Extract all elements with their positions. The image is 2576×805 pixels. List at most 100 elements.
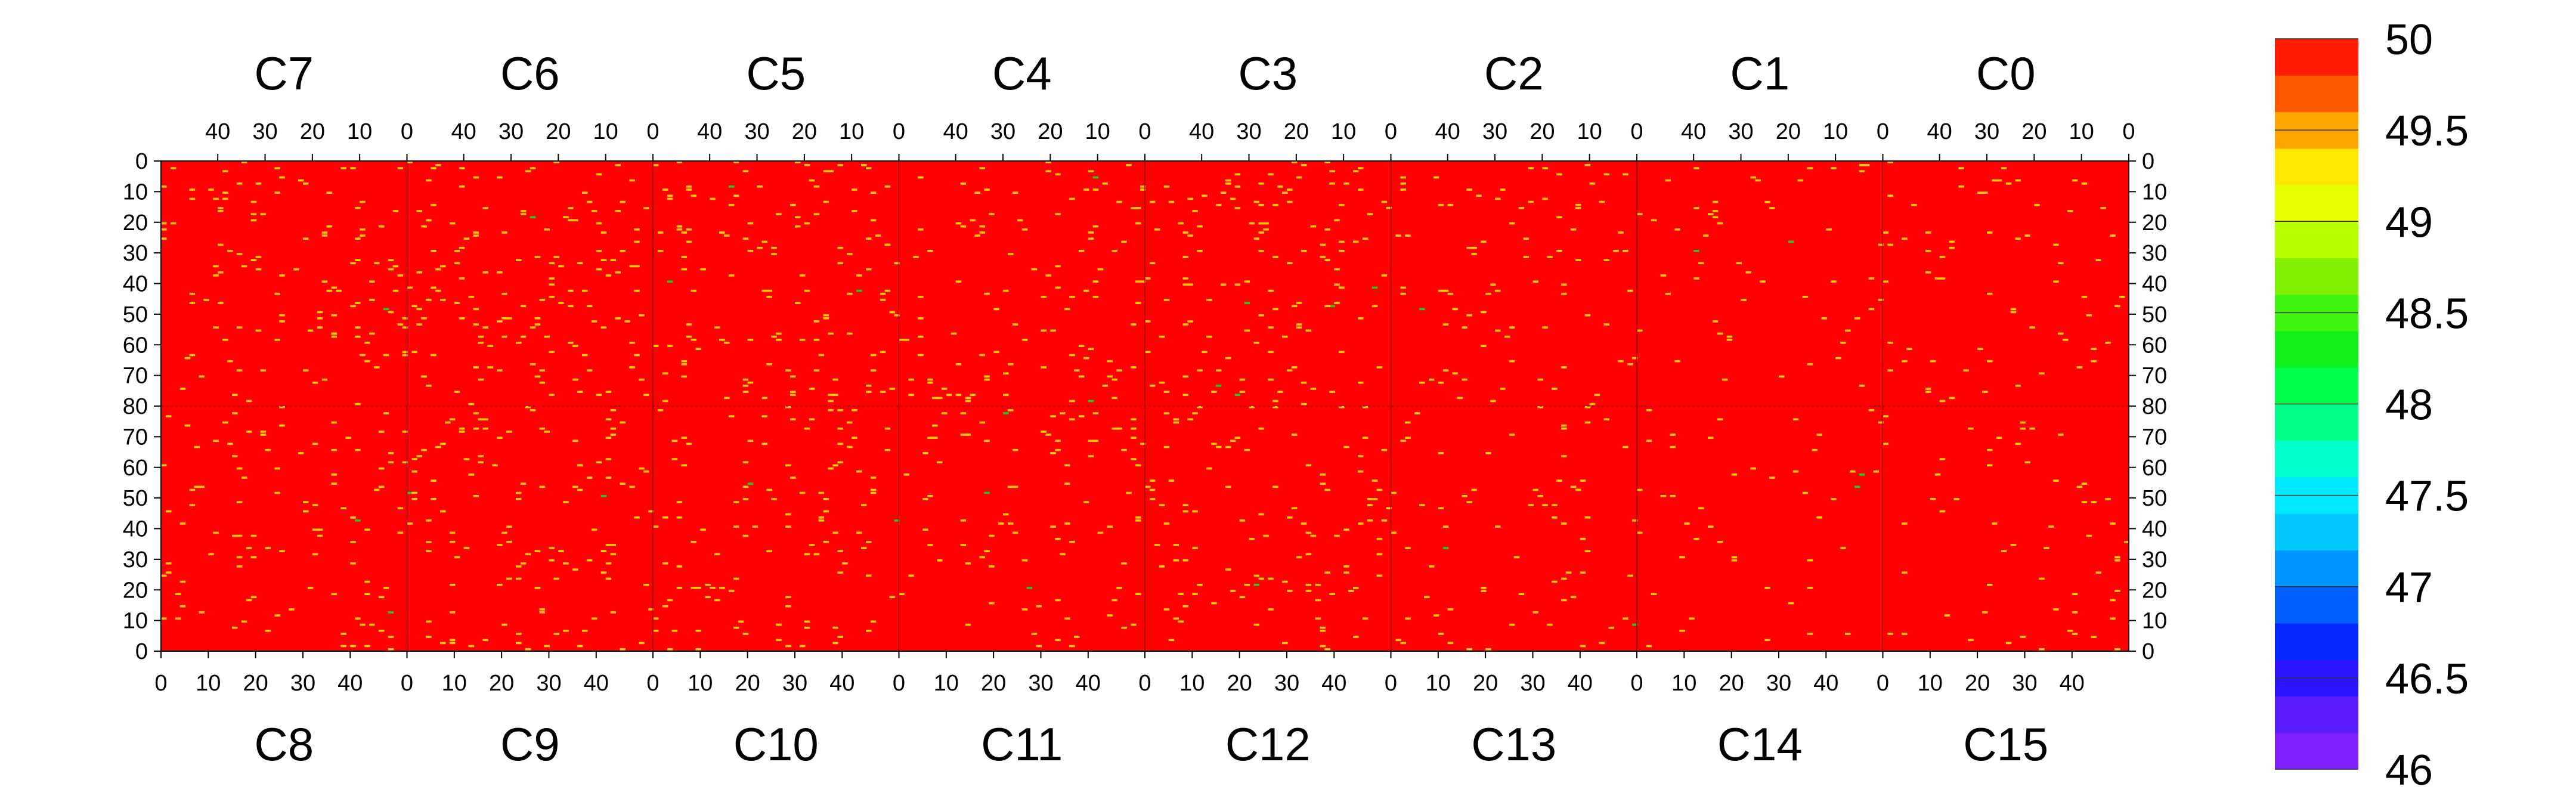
heatmap-cell	[1580, 645, 1586, 648]
heatmap-cell	[591, 210, 597, 212]
heatmap-cell	[482, 418, 488, 421]
heatmap-cell	[757, 246, 763, 249]
heatmap-cell	[620, 421, 626, 424]
heatmap-cell	[440, 442, 446, 445]
heatmap-cell	[1074, 369, 1080, 371]
bottom-channel-label: C12	[1225, 718, 1311, 770]
heatmap-cell	[222, 197, 228, 200]
heatmap-cell	[1116, 200, 1122, 203]
heatmap-cell	[1320, 630, 1326, 632]
y-tick-label-right: 40	[2142, 517, 2167, 542]
heatmap-cell	[686, 228, 692, 231]
heatmap-cell	[667, 345, 673, 347]
heatmap-cell	[1021, 608, 1028, 611]
heatmap-cell	[161, 574, 167, 577]
heatmap-cell	[1637, 329, 1643, 332]
heatmap-cell	[416, 323, 422, 326]
heatmap-cell	[733, 577, 739, 580]
heatmap-cell	[232, 394, 238, 397]
heatmap-cell	[1197, 369, 1203, 371]
heatmap-cell	[421, 448, 427, 451]
heatmap-cell	[790, 418, 796, 421]
heatmap-cell	[360, 354, 366, 357]
heatmap-cell	[1268, 326, 1274, 329]
heatmap-cell	[922, 498, 928, 500]
heatmap-cell	[1528, 504, 1534, 506]
heatmap-cell	[1249, 537, 1255, 540]
heatmap-cell	[2072, 611, 2078, 614]
heatmap-cell	[1239, 519, 1246, 522]
heatmap-cell	[1339, 286, 1345, 289]
heatmap-cell	[1362, 406, 1368, 408]
heatmap-cell	[1362, 237, 1368, 240]
heatmap-cell	[431, 479, 436, 482]
heatmap-cell	[1466, 246, 1472, 249]
heatmap-cell	[1102, 385, 1109, 387]
heatmap-cell	[364, 645, 370, 648]
heatmap-cell	[1391, 491, 1397, 494]
heatmap-cell	[1074, 636, 1080, 638]
colorbar-tick-label: 48	[2385, 382, 2433, 429]
heatmap-cell	[1287, 262, 1293, 265]
colorbar-level	[2275, 148, 2358, 185]
heatmap-cell	[411, 351, 417, 354]
heatmap-cell	[837, 262, 843, 265]
heatmap-cell	[615, 317, 621, 320]
heatmap-cell	[232, 412, 238, 414]
heatmap-cell	[1088, 400, 1094, 402]
heatmap-cell	[463, 547, 470, 549]
heatmap-cell	[435, 164, 441, 166]
heatmap-cell	[681, 256, 688, 258]
heatmap-cell	[473, 428, 479, 430]
bottom-x-tick-label: 10	[1179, 671, 1205, 696]
heatmap-cell	[440, 642, 446, 645]
top-x-tick-label: 0	[646, 119, 659, 144]
heatmap-cell	[1665, 179, 1671, 182]
heatmap-cell	[246, 547, 252, 549]
heatmap-cell	[1358, 470, 1364, 473]
y-tick-label-left: 70	[123, 425, 148, 450]
heatmap-cell	[766, 289, 772, 292]
heatmap-cell	[1305, 329, 1312, 332]
heatmap-cell	[2095, 571, 2101, 574]
heatmap-cell	[639, 642, 645, 645]
heatmap-cell	[431, 167, 436, 169]
heatmap-cell	[360, 234, 366, 237]
heatmap-cell	[1310, 225, 1317, 228]
heatmap-cell	[1982, 611, 1988, 614]
heatmap-cell	[213, 265, 219, 268]
heatmap-cell	[1523, 237, 1530, 240]
heatmap-cell	[236, 534, 243, 537]
heatmap-cell	[350, 305, 356, 308]
heatmap-cell	[2114, 590, 2120, 592]
heatmap-cell	[539, 608, 546, 611]
heatmap-cell	[463, 458, 470, 460]
heatmap-cell	[1584, 406, 1591, 408]
heatmap-cell	[1599, 200, 1605, 203]
heatmap-cell	[544, 431, 550, 433]
heatmap-cell	[1258, 577, 1264, 580]
heatmap-cell	[449, 531, 456, 534]
heatmap-cell	[530, 363, 536, 366]
heatmap-cell	[236, 253, 243, 255]
heatmap-cell	[2058, 434, 2064, 436]
heatmap-cell	[610, 544, 617, 546]
y-tick-label-left: 10	[123, 609, 148, 634]
heatmap-cell	[908, 394, 914, 397]
heatmap-cell	[383, 587, 389, 589]
heatmap-cell	[378, 485, 385, 488]
heatmap-cell	[582, 289, 588, 292]
heatmap-cell	[1575, 207, 1581, 209]
heatmap-cell	[1561, 424, 1567, 427]
heatmap-cell	[960, 434, 967, 436]
heatmap-cell	[681, 360, 688, 363]
heatmap-cell	[1603, 418, 1609, 421]
y-tick-label-right: 30	[2142, 241, 2167, 266]
heatmap-cell	[686, 188, 692, 191]
heatmap-cell	[596, 268, 602, 271]
heatmap-cell	[582, 630, 588, 632]
heatmap-cell	[321, 378, 328, 381]
heatmap-cell	[984, 378, 990, 381]
heatmap-cell	[733, 626, 739, 629]
heatmap-cell	[605, 436, 612, 439]
